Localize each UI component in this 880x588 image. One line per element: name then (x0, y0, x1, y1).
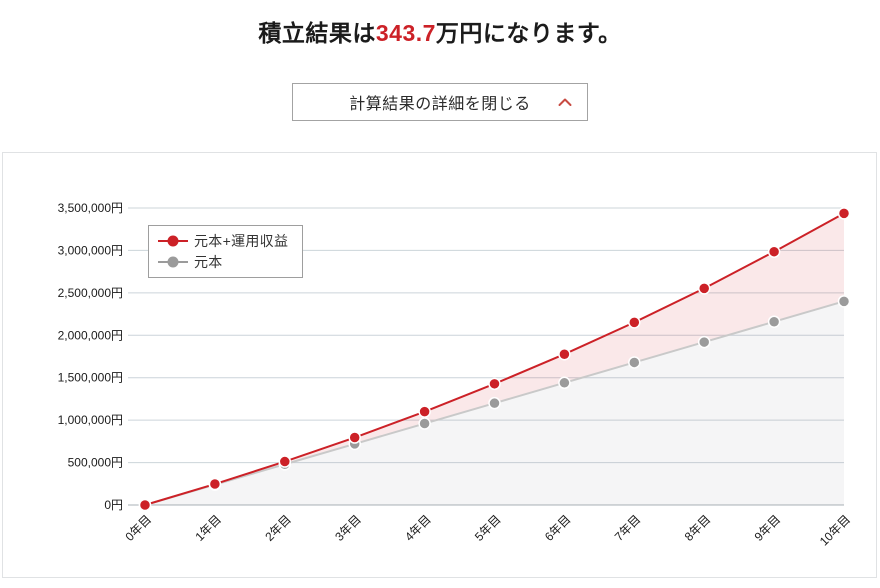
x-axis-tick-label: 9年目 (752, 512, 784, 544)
x-axis-tick-label: 0年目 (123, 512, 155, 544)
data-point-principal (628, 356, 641, 369)
data-point-principal (418, 417, 431, 430)
y-axis-tick-label: 2,000,000円 (58, 328, 123, 342)
y-axis-tick-label: 1,000,000円 (58, 413, 123, 427)
x-axis-tick-label: 4年目 (402, 512, 434, 544)
data-point-returns (278, 455, 292, 468)
x-axis-tick-label: 10年目 (817, 512, 853, 548)
x-axis-tick-label: 5年目 (472, 512, 504, 544)
legend-label-returns: 元本+運用収益 (194, 232, 289, 249)
y-axis-tick-label: 0円 (104, 498, 123, 512)
legend-item-principal: 元本 (158, 251, 292, 272)
data-point-principal (697, 335, 711, 349)
legend-marker-returns-icon (158, 235, 188, 247)
x-axis-tick-label: 1年目 (192, 512, 224, 544)
x-axis-tick-label: 7年目 (612, 512, 644, 544)
legend-item-returns: 元本+運用収益 (158, 230, 292, 251)
data-point-principal (837, 295, 851, 308)
x-axis-tick-label: 2年目 (262, 512, 294, 544)
data-point-returns (488, 377, 501, 391)
data-point-principal (488, 396, 501, 410)
y-axis-tick-label: 3,000,000円 (58, 243, 123, 257)
data-point-principal (558, 376, 571, 390)
data-point-returns (767, 245, 781, 258)
chart-svg: 0円 500,000円 1,000,000円 1,500,000円 2,000,000円… (58, 201, 854, 549)
data-point-returns (558, 347, 571, 361)
toggle-details-label: 計算結果の詳細を閉じる (349, 96, 531, 113)
y-axis-tick-label: 2,500,000円 (58, 286, 123, 300)
y-axis-tick-label: 3,500,000円 (58, 201, 123, 215)
y-axis-tick-label: 500,000円 (68, 456, 123, 470)
data-point-returns (418, 405, 431, 418)
result-amount: 343.7 (375, 20, 436, 46)
principal-area (145, 301, 844, 505)
legend-label-principal: 元本 (194, 253, 223, 270)
toggle-details-button[interactable]: 計算結果の詳細を閉じる (292, 83, 588, 121)
data-point-returns (208, 477, 222, 491)
data-point-principal (767, 315, 781, 328)
result-title: 積立結果は343.7万円になります。 (0, 14, 880, 48)
x-axis-tick-label: 8年目 (682, 512, 714, 544)
data-point-returns (138, 498, 152, 512)
chevron-up-icon (558, 98, 572, 106)
legend-marker-principal-icon (158, 256, 188, 268)
x-axis-tick-label: 3年目 (332, 512, 364, 544)
x-axis-tick-label: 6年目 (542, 512, 574, 544)
data-point-returns (697, 282, 711, 295)
chart-card: 0円 500,000円 1,000,000円 1,500,000円 2,000,000円… (2, 152, 877, 578)
y-axis-tick-label: 1,500,000円 (58, 371, 123, 385)
data-point-returns (348, 431, 361, 444)
data-point-returns (628, 316, 641, 329)
result-title-suffix: 万円になります。 (435, 20, 622, 46)
chart-legend: 元本+運用収益 元本 (148, 225, 303, 278)
result-title-prefix: 積立結果は (258, 20, 376, 46)
data-point-returns (837, 207, 851, 220)
